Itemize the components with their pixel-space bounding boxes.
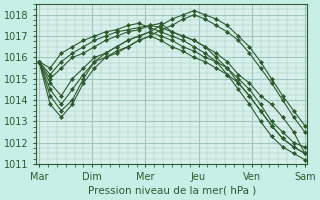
X-axis label: Pression niveau de la mer( hPa ): Pression niveau de la mer( hPa ) [88, 186, 256, 196]
